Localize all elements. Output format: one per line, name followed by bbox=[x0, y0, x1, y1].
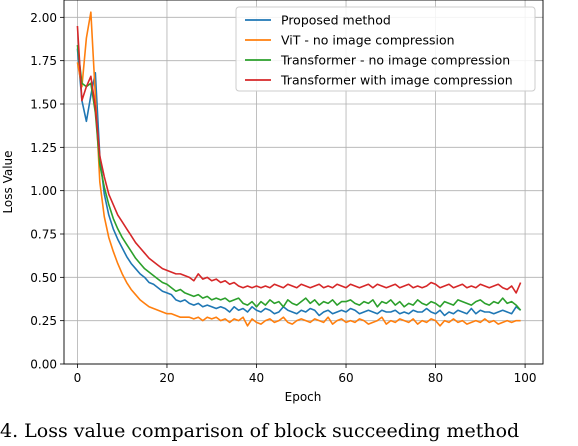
x-tick-label: 0 bbox=[74, 371, 82, 385]
y-tick-label: 0.00 bbox=[30, 358, 57, 372]
legend-label-vit: ViT - no image compression bbox=[281, 33, 455, 48]
legend-box bbox=[235, 6, 536, 92]
x-tick-label: 20 bbox=[159, 371, 174, 385]
series-line-transformer-with-compression bbox=[76, 25, 522, 294]
y-axis-title: Loss Value bbox=[1, 150, 15, 213]
x-tick-label: 80 bbox=[428, 371, 443, 385]
y-tick-label: 1.25 bbox=[30, 141, 57, 155]
legend: Proposed method ViT - no image compressi… bbox=[235, 6, 536, 92]
plot-frame bbox=[63, 0, 544, 365]
y-tick-label: 2.00 bbox=[30, 11, 57, 25]
axis-ticks: 0 20 40 60 80 100 0.00 0.25 0.50 0.75 1.00 1.25 1.50… bbox=[30, 11, 536, 385]
series-lines bbox=[76, 11, 522, 327]
x-axis-title: Epoch bbox=[285, 390, 322, 404]
legend-label-transformer-with-compression: Transformer with image compression bbox=[280, 73, 513, 88]
series-line-vit-no-compression bbox=[76, 11, 521, 327]
series-line-proposed-method bbox=[76, 48, 522, 317]
y-tick-label: 0.25 bbox=[30, 314, 57, 328]
loss-chart: 0 20 40 60 80 100 0.00 0.25 0.50 0.75 1.00 1.25 1.50… bbox=[1, 0, 544, 404]
figure-caption: 4. Loss value comparison of block succee… bbox=[0, 420, 520, 442]
x-tick-label: 100 bbox=[514, 371, 537, 385]
x-tick-label: 40 bbox=[249, 371, 264, 385]
legend-label-transformer-no-compression: Transformer - no image compression bbox=[280, 53, 510, 68]
y-tick-label: 0.50 bbox=[30, 271, 57, 285]
y-tick-label: 1.75 bbox=[30, 54, 57, 68]
series-line-transformer-no-compression bbox=[76, 44, 522, 311]
y-tick-label: 0.75 bbox=[30, 228, 57, 242]
y-tick-label: 1.50 bbox=[30, 98, 57, 112]
x-tick-label: 60 bbox=[338, 371, 353, 385]
legend-label-proposed: Proposed method bbox=[281, 13, 391, 28]
y-tick-label: 1.00 bbox=[30, 184, 57, 198]
